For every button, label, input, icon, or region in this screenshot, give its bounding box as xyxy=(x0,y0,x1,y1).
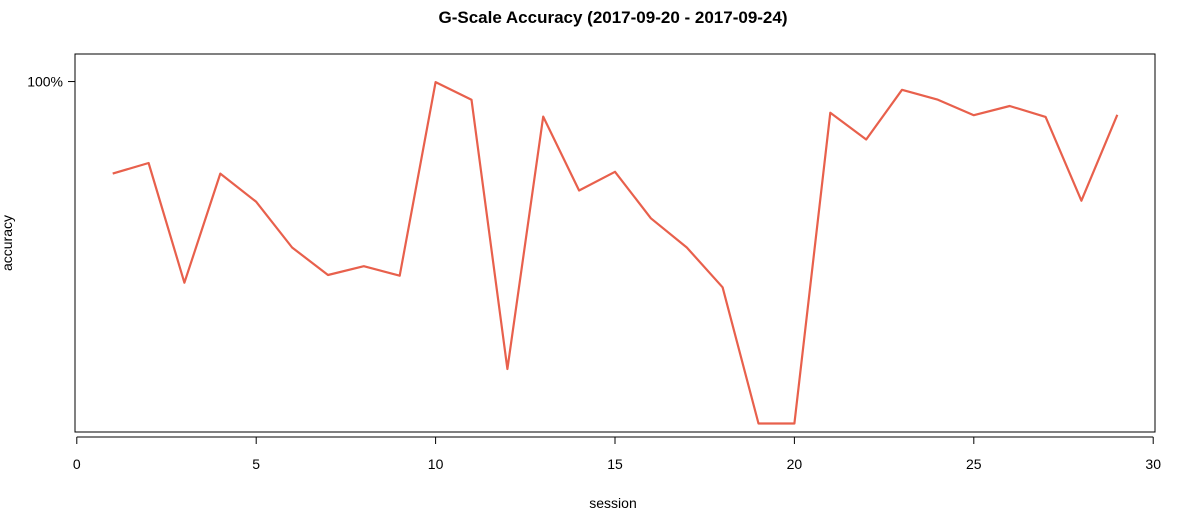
y-axis: 100% xyxy=(27,74,75,90)
accuracy-series-line xyxy=(112,80,1119,425)
x-tick-label: 5 xyxy=(252,456,260,472)
x-tick-label: 0 xyxy=(73,456,81,472)
y-axis-label: accuracy xyxy=(0,215,15,271)
x-tick-label: 30 xyxy=(1145,456,1161,472)
plot-frame xyxy=(74,53,1156,433)
x-tick-label: 10 xyxy=(428,456,444,472)
x-axis: 0 5 10 15 20 25 30 xyxy=(73,436,1161,472)
x-tick-label: 20 xyxy=(787,456,803,472)
y-tick-label: 100% xyxy=(27,74,63,90)
chart-title: G-Scale Accuracy (2017-09-20 - 2017-09-2… xyxy=(438,8,787,27)
x-axis-label: session xyxy=(589,495,636,511)
series-layer xyxy=(112,80,1119,425)
x-tick-label: 25 xyxy=(966,456,982,472)
x-tick-label: 15 xyxy=(607,456,623,472)
